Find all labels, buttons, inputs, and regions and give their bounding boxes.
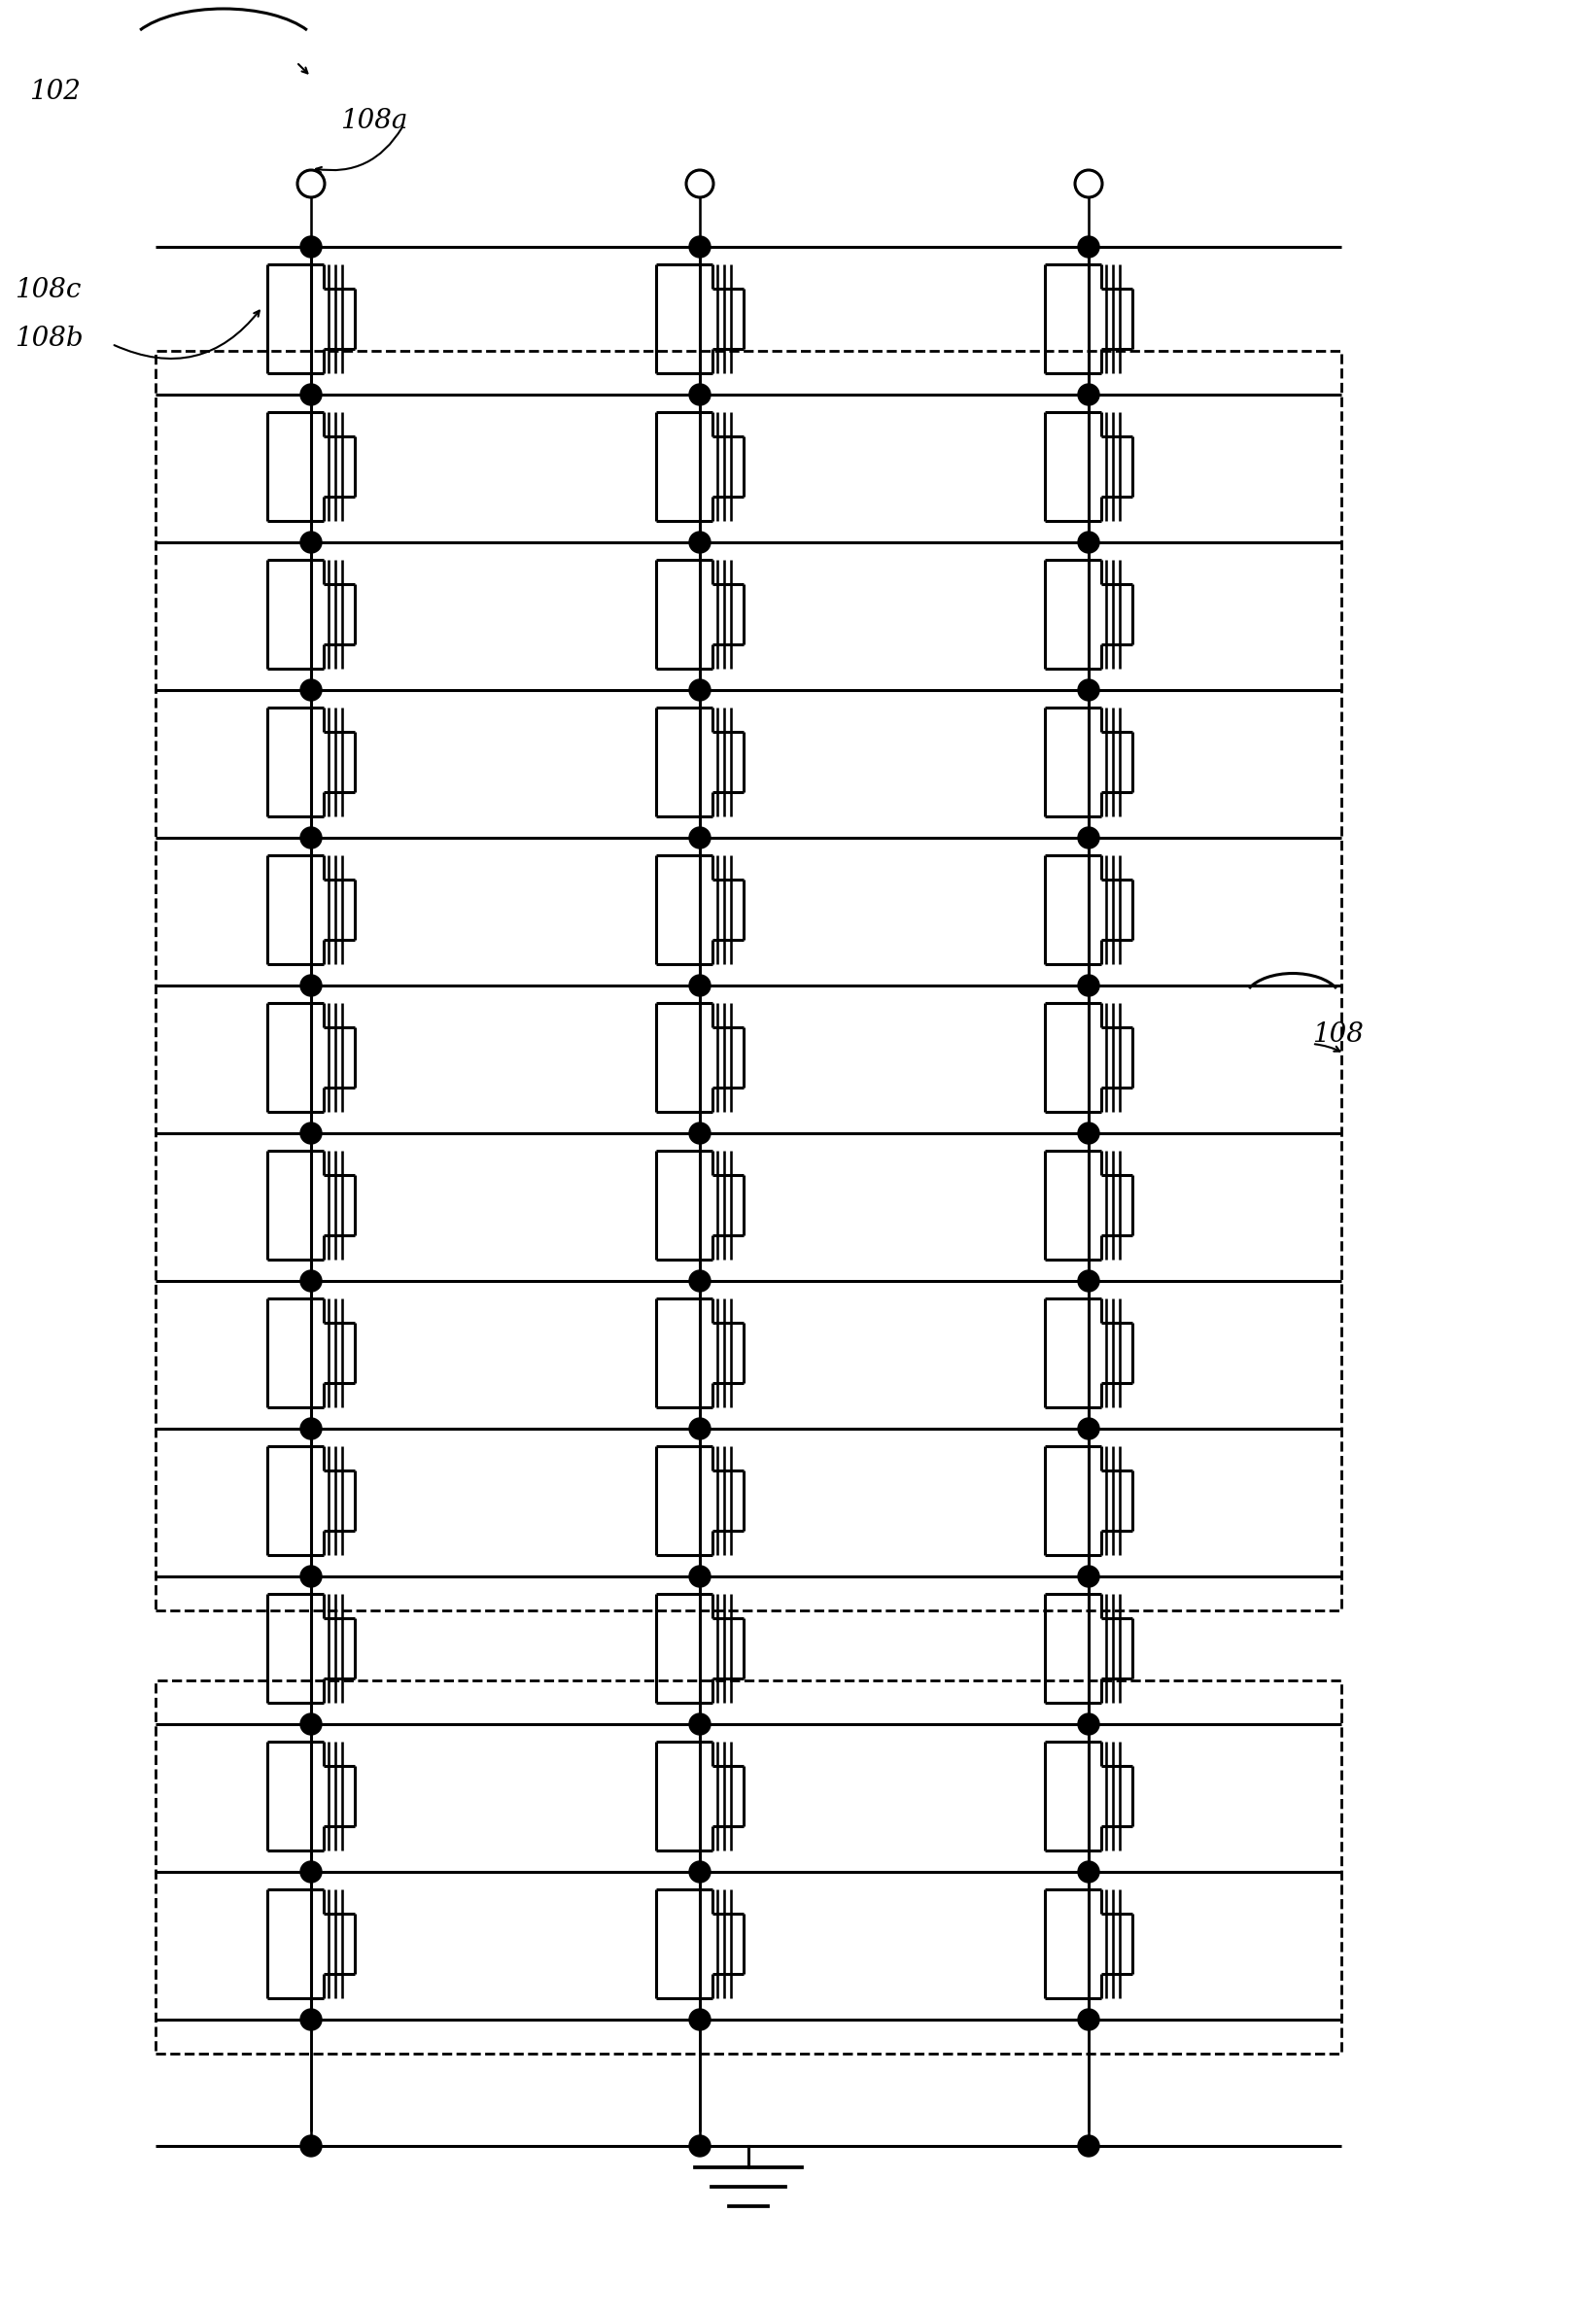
Circle shape [300, 1121, 322, 1145]
Circle shape [300, 236, 322, 257]
Circle shape [689, 1121, 710, 1145]
Circle shape [689, 1270, 710, 1291]
Circle shape [1077, 2009, 1100, 2030]
Circle shape [689, 1861, 710, 1881]
Circle shape [1077, 1270, 1100, 1291]
Circle shape [689, 827, 710, 848]
Circle shape [689, 1418, 710, 1439]
Circle shape [689, 385, 710, 405]
Bar [155, 350, 1341, 1610]
Text: 108a: 108a [340, 107, 407, 134]
Circle shape [300, 679, 322, 700]
Text: 102: 102 [29, 79, 80, 104]
Circle shape [300, 2136, 322, 2157]
Text: 108c: 108c [14, 278, 81, 304]
Circle shape [1077, 2136, 1100, 2157]
Circle shape [689, 2009, 710, 2030]
Circle shape [689, 1566, 710, 1587]
Circle shape [1077, 1418, 1100, 1439]
Circle shape [689, 975, 710, 996]
Circle shape [1077, 679, 1100, 700]
Circle shape [1077, 1566, 1100, 1587]
Circle shape [1077, 385, 1100, 405]
Circle shape [1077, 1715, 1100, 1735]
Circle shape [1077, 531, 1100, 554]
Bar [155, 1680, 1341, 2053]
Circle shape [300, 827, 322, 848]
Circle shape [1077, 1121, 1100, 1145]
Circle shape [300, 1566, 322, 1587]
Circle shape [689, 679, 710, 700]
Circle shape [689, 531, 710, 554]
Circle shape [300, 1715, 322, 1735]
Circle shape [1076, 169, 1103, 197]
Circle shape [1077, 1861, 1100, 1881]
Circle shape [686, 169, 713, 197]
Circle shape [297, 169, 324, 197]
Circle shape [689, 2136, 710, 2157]
Circle shape [689, 1715, 710, 1735]
Circle shape [1077, 975, 1100, 996]
Circle shape [300, 1861, 322, 1881]
Circle shape [689, 236, 710, 257]
Circle shape [300, 1270, 322, 1291]
Circle shape [300, 975, 322, 996]
Circle shape [300, 531, 322, 554]
Circle shape [300, 2009, 322, 2030]
Circle shape [1077, 236, 1100, 257]
Circle shape [1077, 827, 1100, 848]
Circle shape [300, 385, 322, 405]
Text: 108: 108 [1312, 1022, 1363, 1047]
Circle shape [300, 1418, 322, 1439]
Text: 108b: 108b [14, 327, 83, 352]
